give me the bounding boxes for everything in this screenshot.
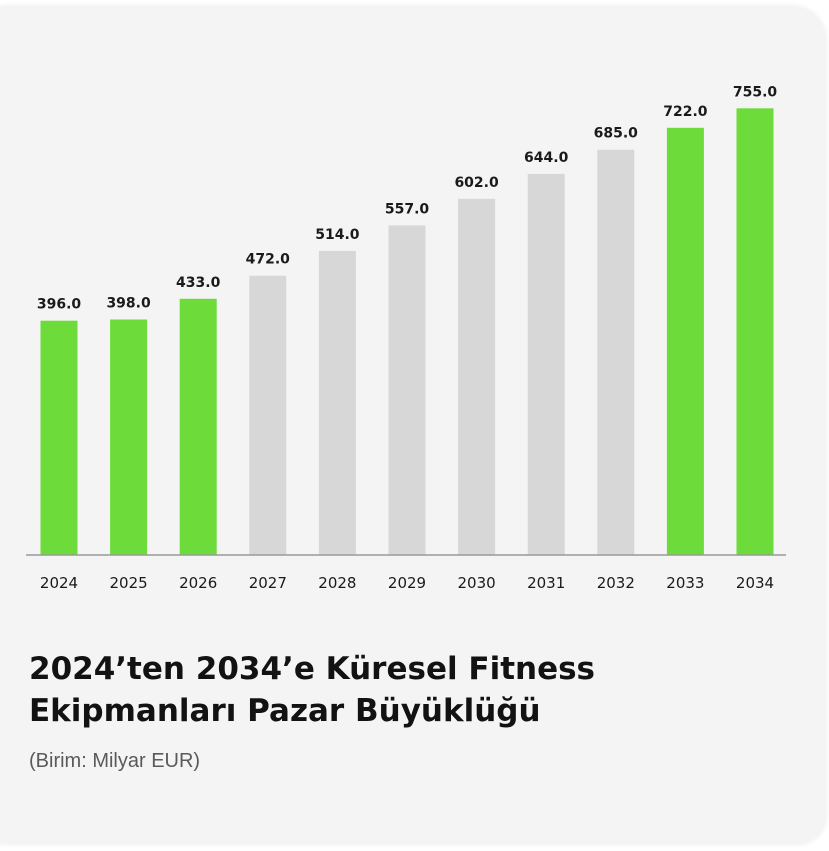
chart-title-line-1: 2024’ten 2034’e Küresel Fitness [29,651,596,687]
value-labels-group: 396.0 398.0 433.0 472.0 514.0 557.0 602.0 644.0… [37,84,778,312]
bar-2025 [110,319,148,555]
x-tick-2026: 2026 [179,574,217,592]
value-label-2025: 398.0 [106,296,151,312]
x-tick-2028: 2028 [318,574,356,592]
value-label-2029: 557.0 [385,201,430,217]
bar-2029 [388,225,426,555]
value-label-2028: 514.0 [315,227,360,243]
value-label-2030: 602.0 [454,175,499,191]
bar-2032 [597,149,635,555]
x-tick-labels-group: 2024 2025 2026 2027 2028 2029 2030 2031 2032 2033… [40,574,774,592]
chart-title-line-2: Ekipmanları Pazar Büyüklüğü [29,693,541,729]
x-tick-2025: 2025 [110,574,148,592]
value-label-2033: 722.0 [663,104,708,120]
x-tick-2033: 2033 [666,574,704,592]
x-tick-2032: 2032 [597,574,635,592]
value-label-2027: 472.0 [246,252,291,268]
chart-unit-subtitle: (Birim: Milyar EUR) [29,750,201,772]
bar-chart: 396.0 398.0 433.0 472.0 514.0 557.0 602.0 644.0… [26,84,786,592]
bar-2026 [179,298,217,555]
x-tick-2024: 2024 [40,574,78,592]
x-tick-2030: 2030 [458,574,496,592]
chart-title: 2024’ten 2034’e Küresel Fitness Ekipmanl… [29,648,789,732]
bars-group [40,108,774,556]
bar-2028 [318,250,356,555]
bar-2030 [458,198,496,556]
x-tick-2029: 2029 [388,574,426,592]
value-label-2026: 433.0 [176,275,221,291]
bar-2033 [666,127,704,556]
value-label-2034: 755.0 [733,84,778,100]
bar-2034 [736,108,774,556]
chart-card: 396.0 398.0 433.0 472.0 514.0 557.0 602.0 644.0… [0,6,826,844]
x-tick-2034: 2034 [736,574,774,592]
bar-2024 [40,320,78,555]
x-tick-2027: 2027 [249,574,287,592]
value-label-2032: 685.0 [594,126,639,142]
bar-2031 [527,173,565,555]
bar-2027 [249,275,287,555]
x-tick-2031: 2031 [527,574,565,592]
value-label-2031: 644.0 [524,150,569,166]
value-label-2024: 396.0 [37,297,82,313]
